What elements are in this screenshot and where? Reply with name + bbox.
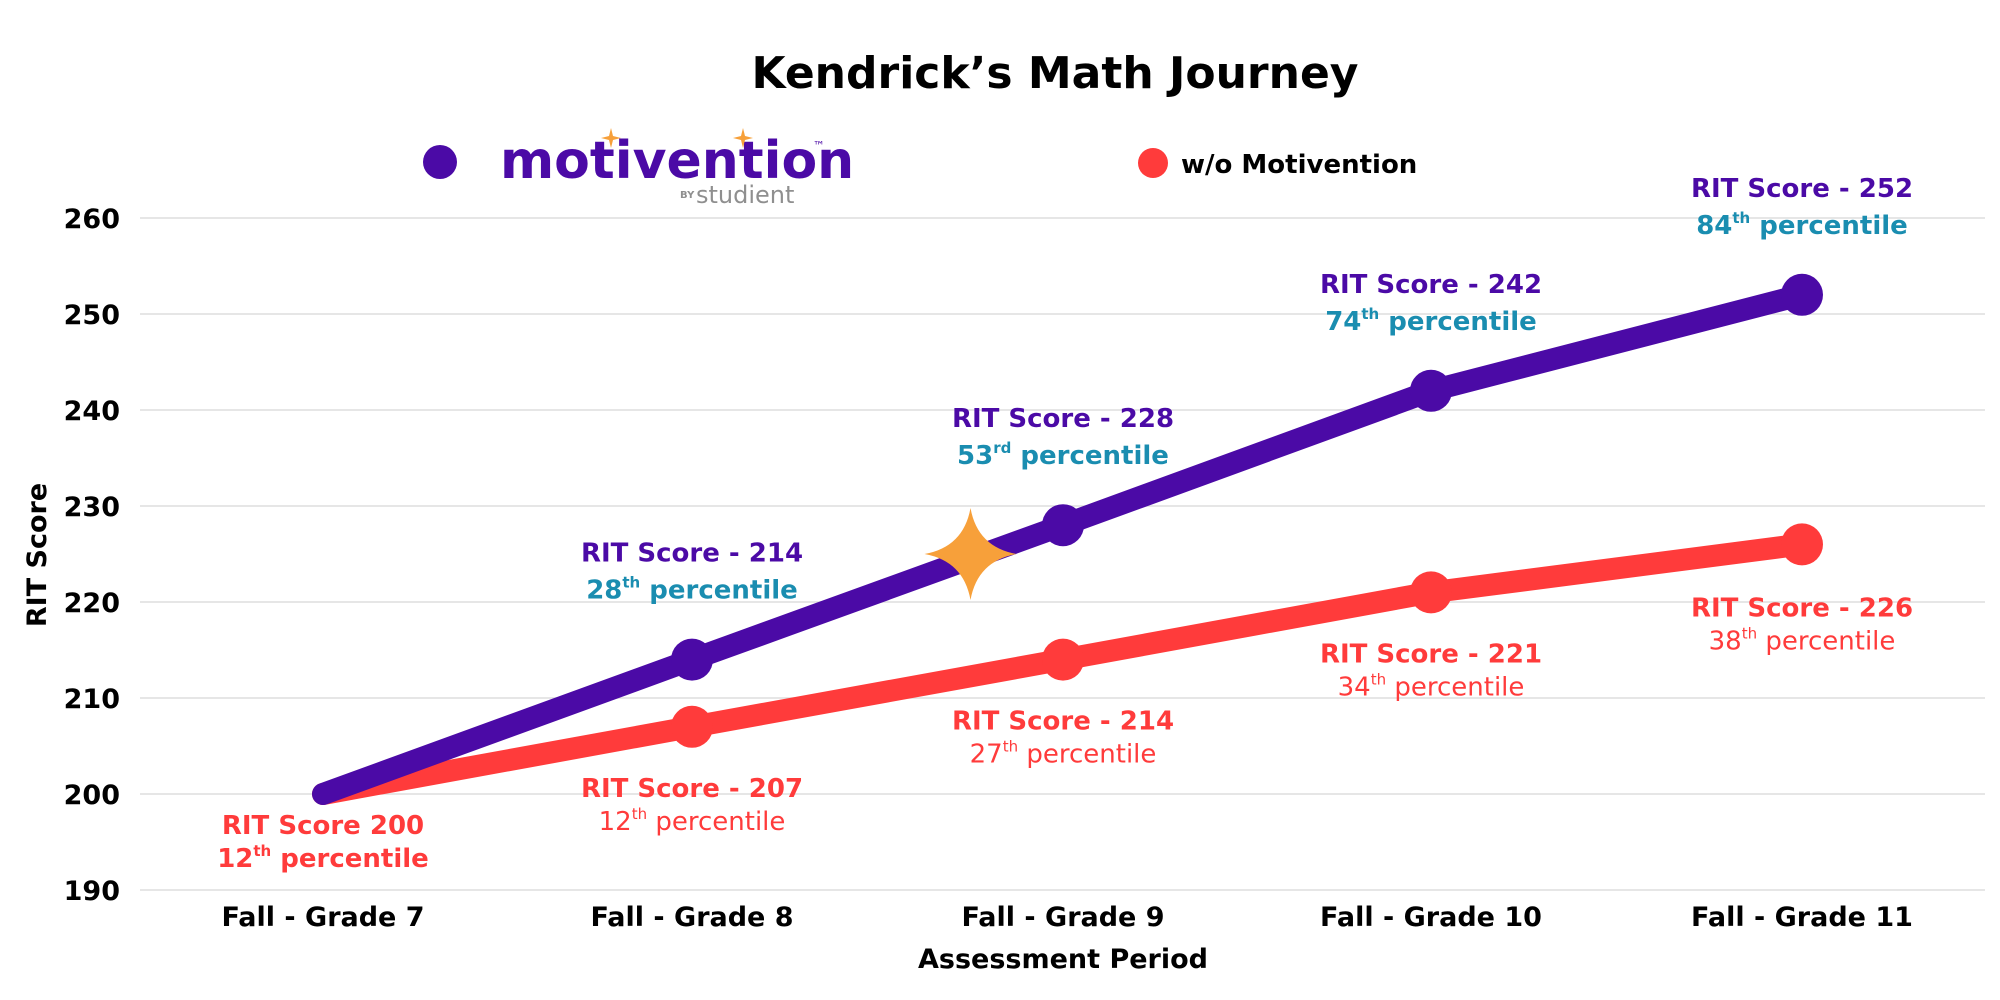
percentile-suffix: th bbox=[253, 842, 271, 860]
percentile-number: 84 bbox=[1696, 211, 1732, 241]
legend: motivention ™ BY studient w/o Motiventio… bbox=[423, 128, 1417, 209]
x-axis-title: Assessment Period bbox=[918, 944, 1208, 975]
y-tick-label: 230 bbox=[64, 492, 120, 523]
data-point-without bbox=[1042, 638, 1084, 681]
series-motivention bbox=[312, 273, 1823, 805]
data-label-percentile: 12th percentile bbox=[217, 842, 429, 874]
logo-sparkle-icon bbox=[601, 128, 621, 148]
chart-title: Kendrick’s Math Journey bbox=[752, 48, 1359, 99]
y-tick-label: 210 bbox=[64, 684, 120, 715]
y-tick-label: 240 bbox=[64, 396, 120, 427]
percentile-word: percentile bbox=[1011, 441, 1169, 471]
data-label-motivention: RIT Score - 252 84th percentile bbox=[1691, 174, 1913, 241]
data-label-score: RIT Score - 221 bbox=[1320, 639, 1542, 669]
x-tick-label: Fall - Grade 8 bbox=[590, 902, 793, 933]
percentile-word: percentile bbox=[647, 807, 785, 837]
data-point-without bbox=[671, 705, 713, 748]
percentile-suffix: th bbox=[632, 805, 647, 823]
logo-brand-name: motivention bbox=[500, 131, 854, 191]
percentile-number: 38 bbox=[1709, 626, 1742, 656]
percentile-suffix: th bbox=[1361, 305, 1379, 323]
data-point-without bbox=[1410, 571, 1452, 614]
x-tick-label: Fall - Grade 11 bbox=[1691, 902, 1913, 933]
data-label-percentile: 27th percentile bbox=[970, 738, 1157, 770]
percentile-suffix: th bbox=[622, 574, 640, 592]
star-icon bbox=[924, 508, 1017, 600]
data-point-without bbox=[1781, 523, 1823, 566]
motivention-logo: motivention ™ BY studient bbox=[500, 128, 854, 209]
percentile-number: 34 bbox=[1338, 672, 1371, 702]
data-label-motivention: RIT Score - 228 53rd percentile bbox=[952, 404, 1174, 471]
data-label-score: RIT Score - 242 bbox=[1320, 270, 1542, 300]
data-label-score: RIT Score - 207 bbox=[581, 774, 803, 804]
data-point-motivention bbox=[1781, 273, 1823, 316]
logo-sub: studient bbox=[696, 181, 794, 209]
percentile-suffix: th bbox=[1003, 738, 1018, 756]
data-label-percentile: 38th percentile bbox=[1709, 624, 1896, 656]
y-tick-label: 260 bbox=[64, 204, 120, 235]
percentile-word: percentile bbox=[1386, 672, 1524, 702]
data-point-motivention bbox=[671, 638, 713, 681]
data-point-motivention bbox=[1410, 369, 1452, 412]
data-label-score: RIT Score - 226 bbox=[1691, 593, 1913, 623]
data-label-motivention: RIT Score - 242 74th percentile bbox=[1320, 270, 1542, 337]
percentile-number: 74 bbox=[1325, 307, 1361, 337]
legend-marker-motivention bbox=[423, 145, 457, 179]
percentile-suffix: th bbox=[1371, 670, 1386, 688]
percentile-word: percentile bbox=[1379, 307, 1537, 337]
data-label-score: RIT Score - 214 bbox=[581, 539, 803, 569]
percentile-number: 12 bbox=[599, 807, 632, 837]
y-tick-label: 250 bbox=[64, 300, 120, 331]
percentile-word: percentile bbox=[1750, 211, 1908, 241]
y-tick-label: 220 bbox=[64, 588, 120, 619]
legend-marker-without bbox=[1138, 148, 1168, 178]
percentile-number: 53 bbox=[957, 441, 993, 471]
x-tick-label: Fall - Grade 7 bbox=[221, 902, 424, 933]
data-label-percentile: 53rd percentile bbox=[957, 439, 1169, 471]
data-label-percentile: 74th percentile bbox=[1325, 305, 1537, 337]
annotations bbox=[924, 508, 1017, 600]
x-tick-label: Fall - Grade 10 bbox=[1320, 902, 1542, 933]
data-label-percentile: 28th percentile bbox=[586, 574, 798, 606]
logo-trademark: ™ bbox=[813, 139, 825, 153]
y-tick-label: 190 bbox=[64, 876, 120, 907]
data-label-percentile: 34th percentile bbox=[1338, 670, 1525, 702]
y-axis-title: RIT Score bbox=[22, 483, 53, 627]
percentile-suffix: rd bbox=[993, 439, 1011, 457]
percentile-number: 12 bbox=[217, 844, 253, 874]
y-axis-ticks: 190 200 210 220 230 240 250 260 bbox=[64, 204, 120, 907]
x-axis-ticks: Fall - Grade 7 Fall - Grade 8 Fall - Grade… bbox=[221, 902, 1913, 933]
logo-by: BY bbox=[680, 190, 695, 201]
data-label-percentile: 12th percentile bbox=[599, 805, 786, 837]
series-without-motivention bbox=[312, 523, 1823, 805]
data-label-score: RIT Score 200 bbox=[222, 811, 424, 841]
percentile-suffix: th bbox=[1732, 209, 1750, 227]
x-tick-label: Fall - Grade 9 bbox=[961, 902, 1164, 933]
data-point-motivention bbox=[1042, 504, 1084, 547]
percentile-number: 27 bbox=[970, 740, 1003, 770]
y-tick-label: 200 bbox=[64, 780, 120, 811]
percentile-word: percentile bbox=[1018, 740, 1156, 770]
percentile-suffix: th bbox=[1742, 624, 1757, 642]
data-label-score: RIT Score - 252 bbox=[1691, 174, 1913, 204]
data-label-motivention: RIT Score - 214 28th percentile bbox=[581, 539, 803, 606]
data-label-percentile: 84th percentile bbox=[1696, 209, 1908, 241]
logo-sparkle-icon bbox=[733, 128, 753, 148]
data-label-score: RIT Score - 228 bbox=[952, 404, 1174, 434]
legend-label-without: w/o Motivention bbox=[1181, 150, 1417, 180]
percentile-number: 28 bbox=[586, 576, 622, 606]
data-label-score: RIT Score - 214 bbox=[952, 707, 1174, 737]
percentile-word: percentile bbox=[271, 844, 429, 874]
percentile-word: percentile bbox=[640, 576, 798, 606]
percentile-word: percentile bbox=[1757, 626, 1895, 656]
